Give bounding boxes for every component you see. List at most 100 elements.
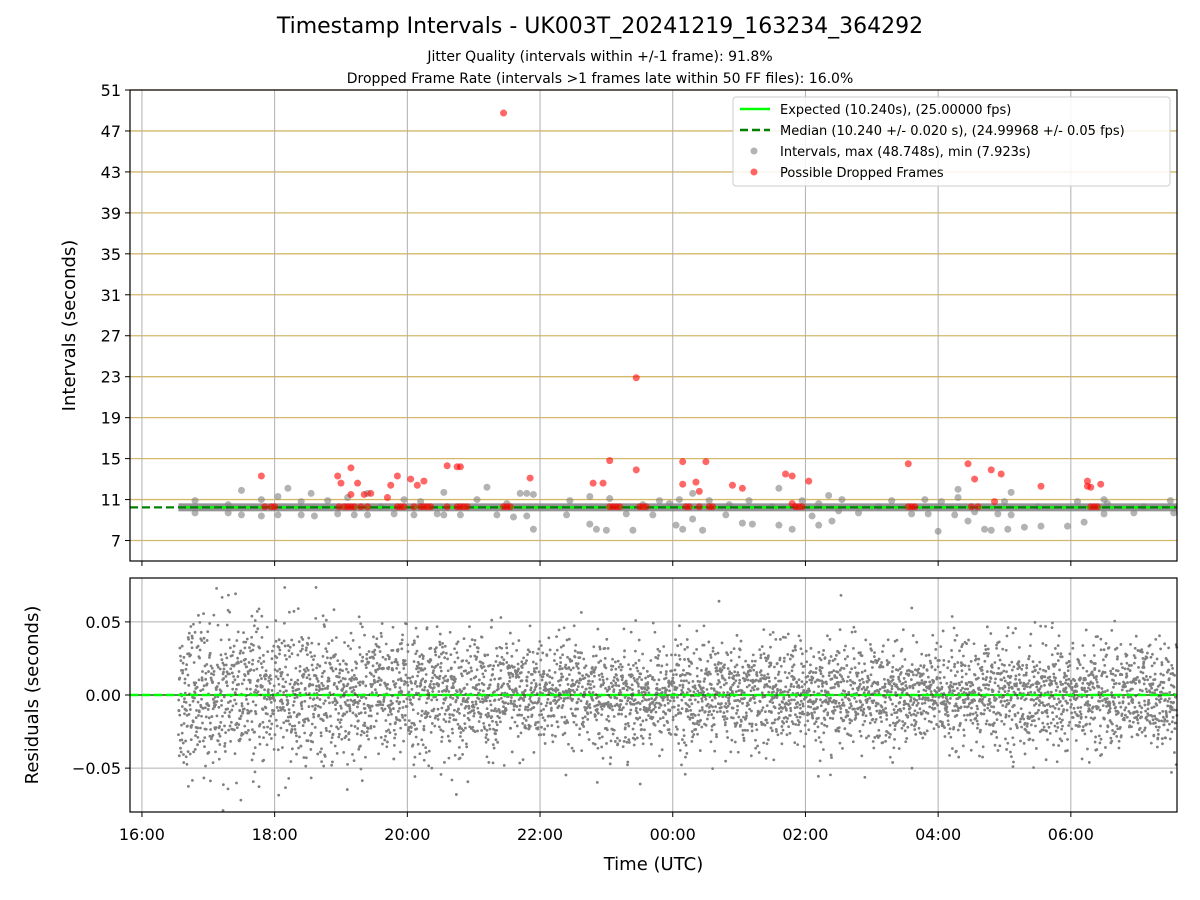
residual-point — [796, 701, 800, 704]
residual-point — [194, 716, 198, 720]
residual-point — [1011, 765, 1015, 769]
residual-point — [472, 714, 476, 718]
residual-point — [233, 728, 236, 732]
residual-point — [492, 664, 496, 668]
residual-point — [991, 689, 995, 693]
residual-point — [209, 728, 212, 731]
residual-point — [960, 675, 964, 679]
residual-point — [540, 678, 544, 682]
residual-point — [396, 648, 400, 651]
residual-point — [987, 652, 990, 655]
residual-point — [646, 681, 650, 684]
residual-point — [204, 715, 208, 719]
residual-point — [541, 716, 545, 720]
residual-point — [626, 721, 630, 725]
residual-point — [538, 713, 541, 717]
residual-point — [361, 680, 365, 684]
residual-point — [802, 744, 806, 748]
residual-point — [338, 721, 342, 724]
residual-point — [453, 708, 456, 712]
residual-point — [321, 719, 325, 722]
residual-point — [797, 686, 801, 689]
interval-point — [586, 520, 594, 528]
residual-point — [491, 761, 495, 765]
residual-point — [813, 710, 816, 714]
residual-point — [679, 679, 683, 683]
residual-point — [600, 713, 603, 717]
residual-point — [190, 634, 194, 638]
residual-point — [213, 705, 216, 709]
residual-point — [959, 661, 963, 665]
interval-point — [297, 498, 305, 506]
residual-point — [464, 700, 467, 704]
residual-points — [130, 586, 1179, 812]
residual-point — [515, 689, 518, 693]
residual-point — [702, 643, 706, 647]
residual-point — [494, 720, 498, 724]
residual-point — [248, 681, 252, 684]
residual-point — [199, 689, 203, 693]
residual-point — [420, 662, 424, 666]
residual-point — [965, 642, 969, 646]
residual-point — [768, 633, 772, 636]
residual-point — [565, 677, 569, 681]
residual-point — [693, 698, 697, 702]
residual-point — [625, 688, 629, 692]
residual-point — [1043, 675, 1047, 679]
residual-point — [660, 691, 664, 694]
residual-point — [959, 689, 963, 692]
residual-point — [658, 688, 662, 692]
residual-point — [974, 711, 978, 715]
residual-point — [852, 657, 856, 661]
residual-point — [351, 638, 355, 642]
residual-point — [995, 643, 998, 647]
residual-point — [591, 665, 594, 669]
residual-point — [224, 652, 227, 656]
residual-point — [510, 750, 514, 754]
residual-point — [570, 678, 574, 682]
residual-point — [681, 738, 684, 741]
residual-point — [816, 705, 819, 709]
residual-point — [429, 685, 433, 689]
interval-point — [390, 510, 398, 518]
residual-point — [230, 654, 234, 657]
residual-point — [1032, 675, 1036, 679]
residual-point — [722, 691, 726, 695]
residual-point — [424, 710, 428, 713]
residual-point — [733, 670, 737, 674]
residual-point — [908, 711, 911, 715]
residual-point — [1050, 653, 1054, 657]
residual-point — [779, 710, 783, 714]
residual-point — [189, 653, 192, 657]
residual-point — [345, 788, 349, 791]
residual-point — [974, 716, 978, 720]
residual-point — [600, 745, 604, 749]
residual-point — [759, 653, 763, 657]
residual-point — [257, 607, 261, 611]
residual-point — [952, 689, 956, 693]
residual-point — [564, 663, 568, 667]
residual-point — [420, 738, 424, 742]
residual-point — [963, 701, 966, 704]
residual-point — [180, 731, 184, 735]
residual-point — [860, 687, 864, 691]
residual-point — [916, 701, 920, 705]
residual-point — [727, 699, 731, 703]
residual-point — [1039, 695, 1042, 698]
residual-point — [595, 780, 599, 784]
residual-point — [262, 660, 266, 663]
residual-point — [618, 739, 622, 743]
legend-median-label: Median (10.240 +/- 0.020 s), (24.99968 +… — [780, 124, 1125, 139]
legend: Expected (10.240s), (25.00000 fps) Media… — [732, 96, 1171, 187]
residual-point — [570, 684, 574, 688]
residual-point — [929, 683, 933, 687]
residual-point — [417, 670, 420, 674]
residual-point — [838, 741, 842, 745]
residual-point — [683, 658, 686, 661]
residual-point — [423, 685, 427, 689]
residual-point — [612, 688, 616, 692]
residual-point — [793, 677, 796, 681]
residual-point — [841, 701, 845, 705]
residual-point — [296, 607, 300, 610]
residual-point — [421, 743, 425, 747]
